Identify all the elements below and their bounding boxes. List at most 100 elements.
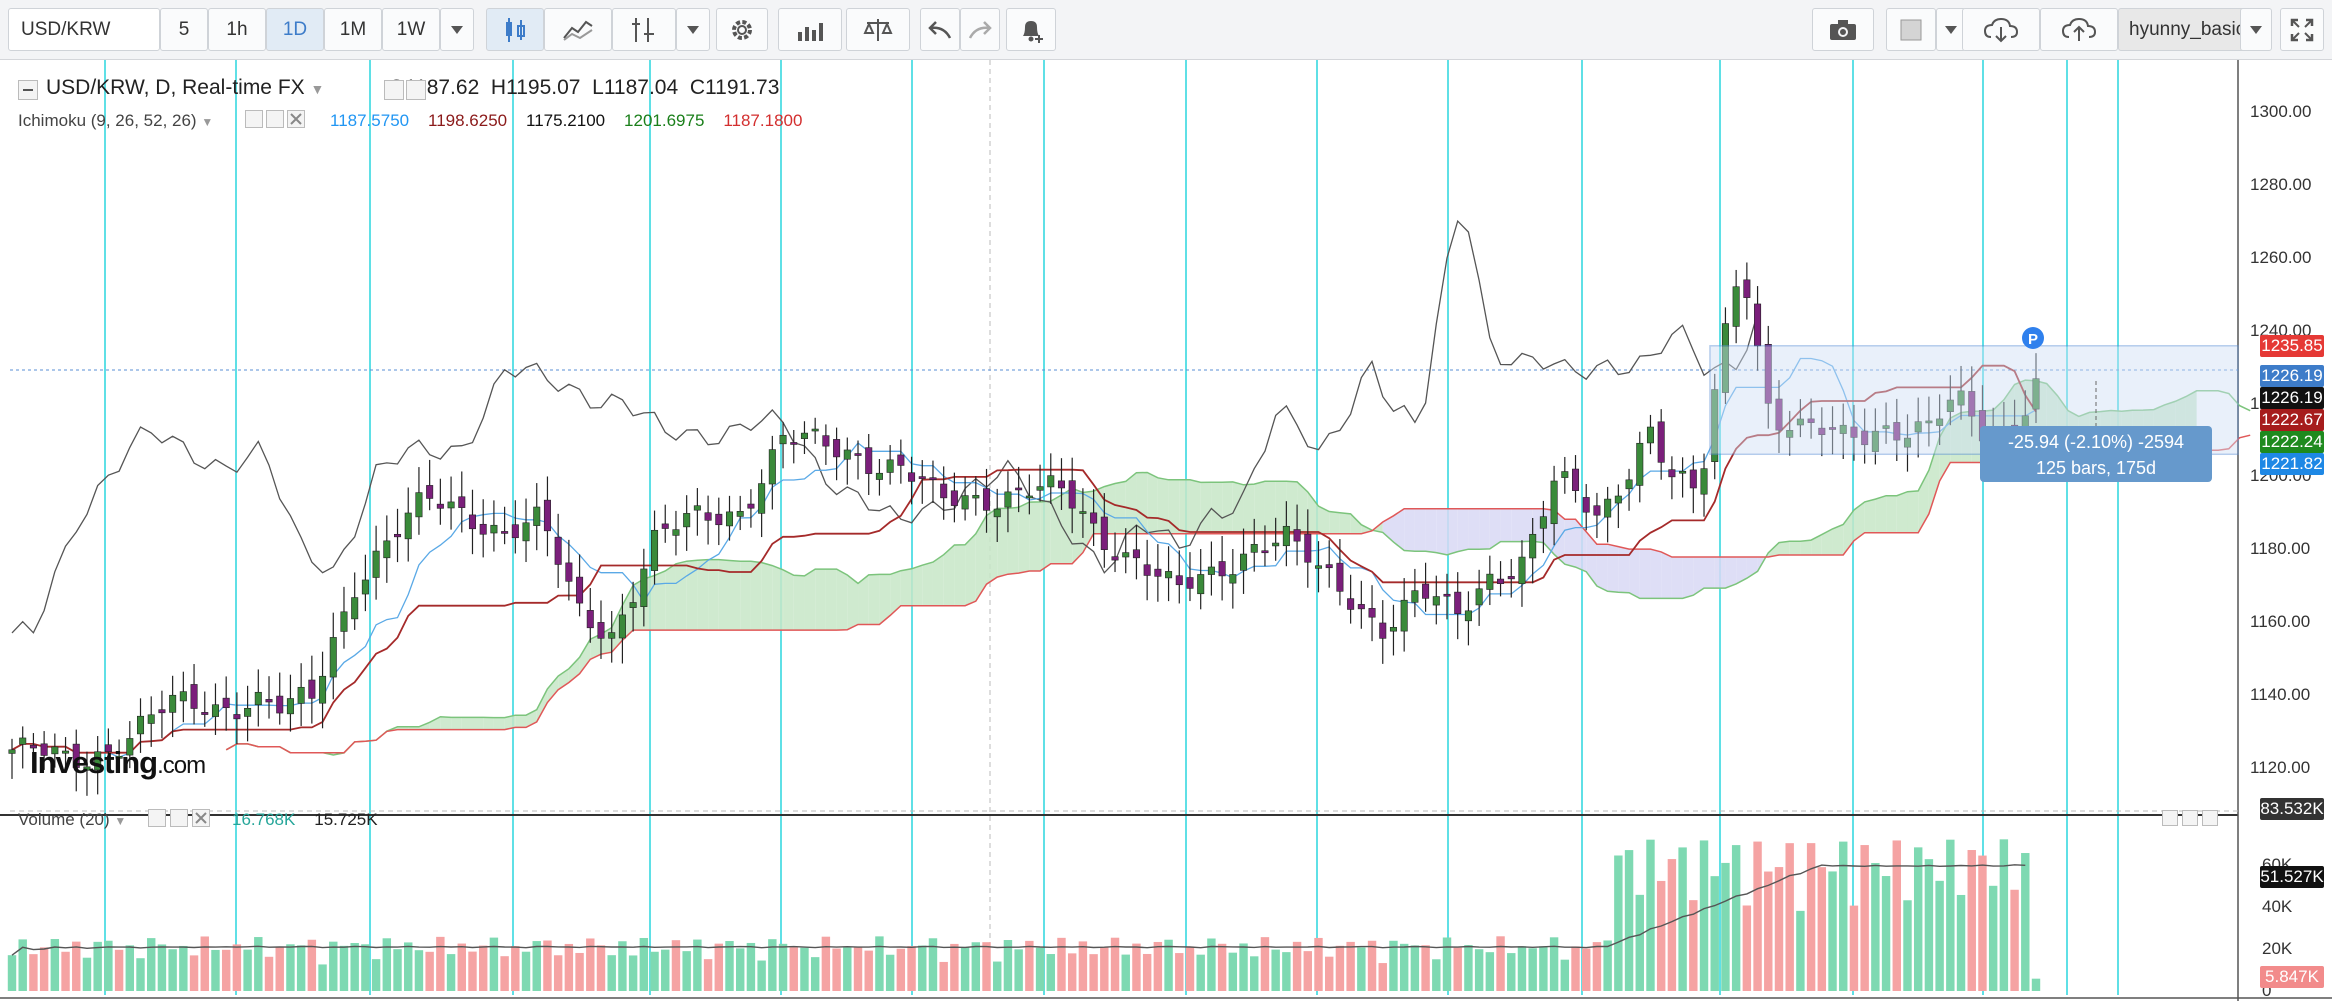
volume-bar <box>1217 943 1227 991</box>
volume-value-2: 15.725K <box>314 810 378 829</box>
volume-tick-label: 40K <box>2262 896 2293 916</box>
remove-indicator-icon[interactable] <box>287 110 305 128</box>
user-layout-name[interactable]: hyunny_basic <box>2118 8 2260 51</box>
collapse-legend-icon[interactable] <box>18 80 38 100</box>
volume-label-top_label: 83.532K <box>2260 798 2324 820</box>
volume-bar <box>928 938 938 991</box>
candle <box>361 554 369 612</box>
candle <box>1529 517 1537 584</box>
candle <box>468 489 476 555</box>
user-layout-dropdown[interactable] <box>2240 8 2272 51</box>
save-layout-button[interactable] <box>2040 8 2118 51</box>
chevron-down-icon[interactable]: ▼ <box>114 814 127 828</box>
volume-bar <box>543 940 552 991</box>
volume-bar <box>1485 952 1495 991</box>
hide-series-icon[interactable] <box>384 80 404 100</box>
volume-bar <box>661 949 670 991</box>
volume-bar <box>1067 953 1077 991</box>
background-color-button[interactable] <box>1886 8 1936 51</box>
candle <box>1818 407 1826 457</box>
templates-button[interactable] <box>778 8 842 51</box>
candle <box>1561 456 1569 494</box>
chevron-down-icon <box>687 25 699 34</box>
volume-bar <box>414 950 424 991</box>
load-layout-button[interactable] <box>1962 8 2040 51</box>
volume-bar <box>39 947 49 991</box>
volume-bar <box>1153 941 1163 991</box>
hide-volume-icon[interactable] <box>148 809 166 827</box>
indicator-settings-icon[interactable] <box>266 110 284 128</box>
settings-button[interactable] <box>716 8 768 51</box>
chevron-down-icon[interactable]: ▼ <box>201 115 214 129</box>
pane-down-icon[interactable] <box>2182 810 2198 826</box>
top-toolbar: USD/KRW 5 1h 1D 1M 1W <box>0 0 2332 60</box>
series-settings-icon[interactable] <box>406 80 426 100</box>
volume-bar <box>1582 948 1591 991</box>
candle <box>479 499 487 558</box>
candle <box>351 572 359 630</box>
alert-button[interactable] <box>1006 8 1056 51</box>
volume-bar <box>1474 949 1484 991</box>
indicators-dropdown-button[interactable] <box>676 8 710 51</box>
cloud-segment <box>1853 501 1865 541</box>
symbol-input[interactable]: USD/KRW <box>8 8 160 51</box>
screenshot-button[interactable] <box>1812 8 1874 51</box>
interval-dropdown-button[interactable] <box>440 8 474 51</box>
candle <box>501 506 509 545</box>
candle <box>426 459 434 511</box>
volume-bar <box>1774 867 1784 991</box>
candle <box>961 476 969 521</box>
pane-maximize-icon[interactable] <box>2202 810 2218 826</box>
volume-settings-icon[interactable] <box>170 809 188 827</box>
candle <box>1282 501 1290 567</box>
chevron-down-icon[interactable]: ▼ <box>310 81 325 97</box>
undo-button[interactable] <box>920 8 960 51</box>
volume-bar <box>2010 889 2019 991</box>
candle-style-button[interactable] <box>486 8 544 51</box>
compare-scale-button[interactable] <box>846 8 910 51</box>
volume-bar <box>7 955 17 991</box>
volume-bar <box>682 951 691 991</box>
redo-button[interactable] <box>960 8 1000 51</box>
volume-bar <box>1764 871 1773 991</box>
cloud-segment <box>1254 481 1265 534</box>
volume-bar <box>93 941 102 991</box>
hide-indicator-icon[interactable] <box>245 110 263 128</box>
volume-bar <box>189 955 199 991</box>
pane-up-icon[interactable] <box>2162 810 2178 826</box>
volume-bar <box>1956 894 1966 991</box>
camera-icon <box>1830 19 1856 40</box>
volume-bar <box>1903 900 1912 991</box>
price-tick-label: 1120.00 <box>2250 758 2311 777</box>
volume-bar <box>221 949 231 991</box>
volume-bar <box>1817 867 1827 991</box>
volume-label-ma_label: 51.527K <box>2260 866 2324 888</box>
chevron-down-icon <box>1945 25 1957 34</box>
cloud-segment <box>536 688 548 722</box>
indicators-button[interactable] <box>612 8 676 51</box>
cloud-segment <box>847 575 859 630</box>
candle <box>1871 408 1879 465</box>
candle <box>1625 468 1633 511</box>
interval-1d[interactable]: 1D <box>266 8 324 51</box>
interval-1m[interactable]: 1M <box>324 8 382 51</box>
volume-bar <box>72 941 81 991</box>
price-label-4: 1222.24 <box>2260 430 2324 453</box>
cloud-segment <box>1222 481 1233 534</box>
volume-bar <box>1946 839 1955 991</box>
background-color-dropdown[interactable] <box>1936 8 1966 51</box>
candle <box>1336 539 1344 606</box>
price-chart[interactable]: P <box>0 60 2332 1001</box>
interval-1h[interactable]: 1h <box>208 8 266 51</box>
candle <box>136 698 145 753</box>
candle <box>1743 262 1751 320</box>
volume-bar <box>1646 839 1655 991</box>
interval-5[interactable]: 5 <box>160 8 208 51</box>
fullscreen-button[interactable] <box>2280 8 2324 51</box>
compare-button[interactable] <box>544 8 612 51</box>
cloud-segment <box>1511 508 1522 542</box>
interval-1w[interactable]: 1W <box>382 8 440 51</box>
ichimoku-lines <box>11 219 2251 758</box>
remove-volume-icon[interactable] <box>192 809 210 827</box>
volume-bar <box>1549 937 1559 991</box>
